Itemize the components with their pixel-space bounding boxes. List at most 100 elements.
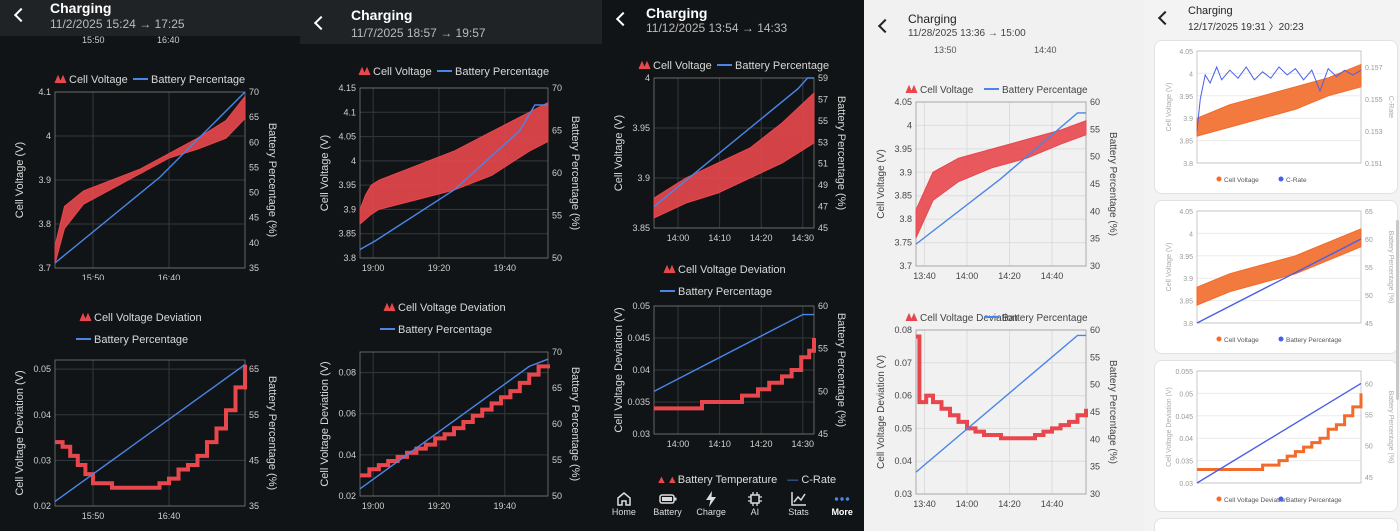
nav-label: AI [750,507,760,517]
legend-label: Cell Voltage Deviation [678,264,786,276]
y2-tick-label: 65 [552,126,562,136]
panel-5: Charging 12/17/2025 19:31 〉20:23 Cell Vo… [1144,0,1400,531]
voltage-band [359,101,549,226]
x-tick-label: 15:50 [82,273,105,280]
y-tick-label: 0.045 [627,333,650,343]
nav-ai[interactable]: AI [733,490,777,517]
battery-percentage-line [359,104,548,251]
y2-axis-label: C-Rate [1387,96,1394,118]
y2-tick-label: 60 [1365,381,1373,388]
y2-tick-label: 70 [552,347,562,357]
y2-tick-label: 50 [1365,293,1373,300]
plot-frame [359,351,549,497]
y-tick-label: 4.15 [338,83,356,93]
nav-label: More [831,507,853,517]
voltage-band [54,94,246,264]
legend-label: Cell Voltage Deviation [398,302,506,314]
y2-tick-label: 60 [1090,97,1100,107]
back-arrow-icon[interactable] [1157,10,1173,26]
y2-tick-label: 60 [552,168,562,178]
y2-tick-label: 35 [249,263,259,273]
y-tick-label: 4 [907,120,912,130]
battery-percentage-line [1196,382,1362,484]
y2-tick-label: 45 [818,223,828,233]
panel-1-header [0,0,300,36]
cell-voltage-chart: Cell Voltage Battery Percentage 4.1 4 3.9 3.8… [14,74,278,280]
legend-label: Cell Voltage [373,66,432,78]
y-axis-label: Cell Voltage (V) [14,142,26,218]
y2-axis-label: Battery Percentage (%) [569,367,581,481]
y2-tick-label: 50 [1090,152,1100,162]
cell-voltage-battery-chart: Cell Voltage Battery Percentage 4.05 4 3.95 3… [1166,209,1394,344]
plot-frame [54,359,246,507]
y2-tick-label: 0.153 [1365,129,1383,136]
legend-swatch [1216,176,1222,182]
chip-icon [747,490,763,507]
y2-axis-label: Battery Percentage (%) [1107,360,1118,464]
chart-card [1154,518,1398,531]
y2-tick-label: 45 [1365,321,1373,328]
y2-tick-label: 59 [818,73,828,83]
battery-percentage-line [54,91,246,264]
y-axis-label: Cell Voltage (V) [1166,83,1173,132]
y-axis-label: Cell Voltage Deviation (V) [876,355,887,469]
y2-tick-label: 55 [1090,124,1100,134]
y-tick-label: 3.9 [1183,276,1193,283]
y2-tick-label: 65 [249,364,259,374]
legend-label: Cell Voltage Deviation [94,312,202,324]
y-tick-label: 4.05 [894,97,912,107]
bottom-legend: ▲▲Battery Temperature — C-Rate [656,474,836,486]
cell-voltage-deviation-chart: Cell Voltage Deviation Battery Percentage… [14,312,278,520]
deviation-step-line [654,338,816,411]
legend-label: Battery Percentage [1002,313,1088,324]
y-tick-label: 0.08 [894,325,912,335]
y2-axis-label: Battery Percentage (%) [569,116,581,230]
y2-tick-label: 45 [1090,179,1100,189]
nav-battery[interactable]: Battery [646,490,690,517]
nav-more[interactable]: More [820,490,864,517]
legend-label: Battery Percentage [398,324,492,336]
y-tick-label: 4.1 [38,87,51,97]
plot-frame [1196,370,1362,484]
y-tick-label: 0.06 [894,391,912,401]
y-tick-label: 0.04 [33,410,51,420]
x-tick-label: 19:00 [362,501,385,511]
legend-swatch [638,60,651,70]
y2-axis-label: Battery Percentage (%) [1387,231,1394,304]
y-tick-label: 4.05 [1179,49,1193,56]
panel-2: Charging 11/7/2025 18:57 → 19:57 Cell Vo… [300,0,602,531]
back-arrow-icon[interactable] [877,18,893,34]
y-tick-label: 0.035 [627,397,650,407]
y2-axis-label: Battery Percentage (%) [1387,391,1394,464]
y-tick-label: 4.1 [343,107,356,117]
bottom-nav: Home Battery Charge AI Stats More [602,488,864,531]
y-axis-label: Cell Voltage Deviation (V) [14,370,26,495]
page-title: Charging [646,5,708,21]
y-tick-label: 0.03 [894,489,912,499]
legend-label: Cell Voltage Deviation [920,313,1018,324]
legend-swatch [905,84,918,94]
nav-home[interactable]: Home [602,490,646,517]
y2-tick-label: 40 [249,238,259,248]
x-tick-label: 19:00 [362,263,385,273]
back-arrow-icon[interactable] [615,11,631,27]
y-tick-label: 3.8 [1183,161,1193,168]
y-tick-label: 3.9 [899,167,912,177]
y2-axis-label: Battery Percentage (%) [835,96,847,210]
deviation-step-line [55,364,247,490]
x-tick-label: 14:40 [1041,499,1064,509]
x-tick-label: 14:00 [956,499,979,509]
y-tick-label: 3.85 [1179,139,1193,146]
scrollbar[interactable] [1396,220,1399,400]
x-tick-label: 14:40 [1041,271,1064,281]
x-tick-label: 15:50 [82,511,105,520]
y-tick-label: 0.05 [632,301,650,311]
nav-stats[interactable]: Stats [777,490,821,517]
nav-charge[interactable]: Charge [689,490,733,517]
y2-tick-label: 57 [818,94,828,104]
y-tick-label: 3.8 [1183,321,1193,328]
y-tick-label: 3.8 [899,214,912,224]
x-tick-label: 14:00 [667,233,690,243]
y2-tick-label: 65 [1365,209,1373,216]
voltage-band [915,120,1087,239]
